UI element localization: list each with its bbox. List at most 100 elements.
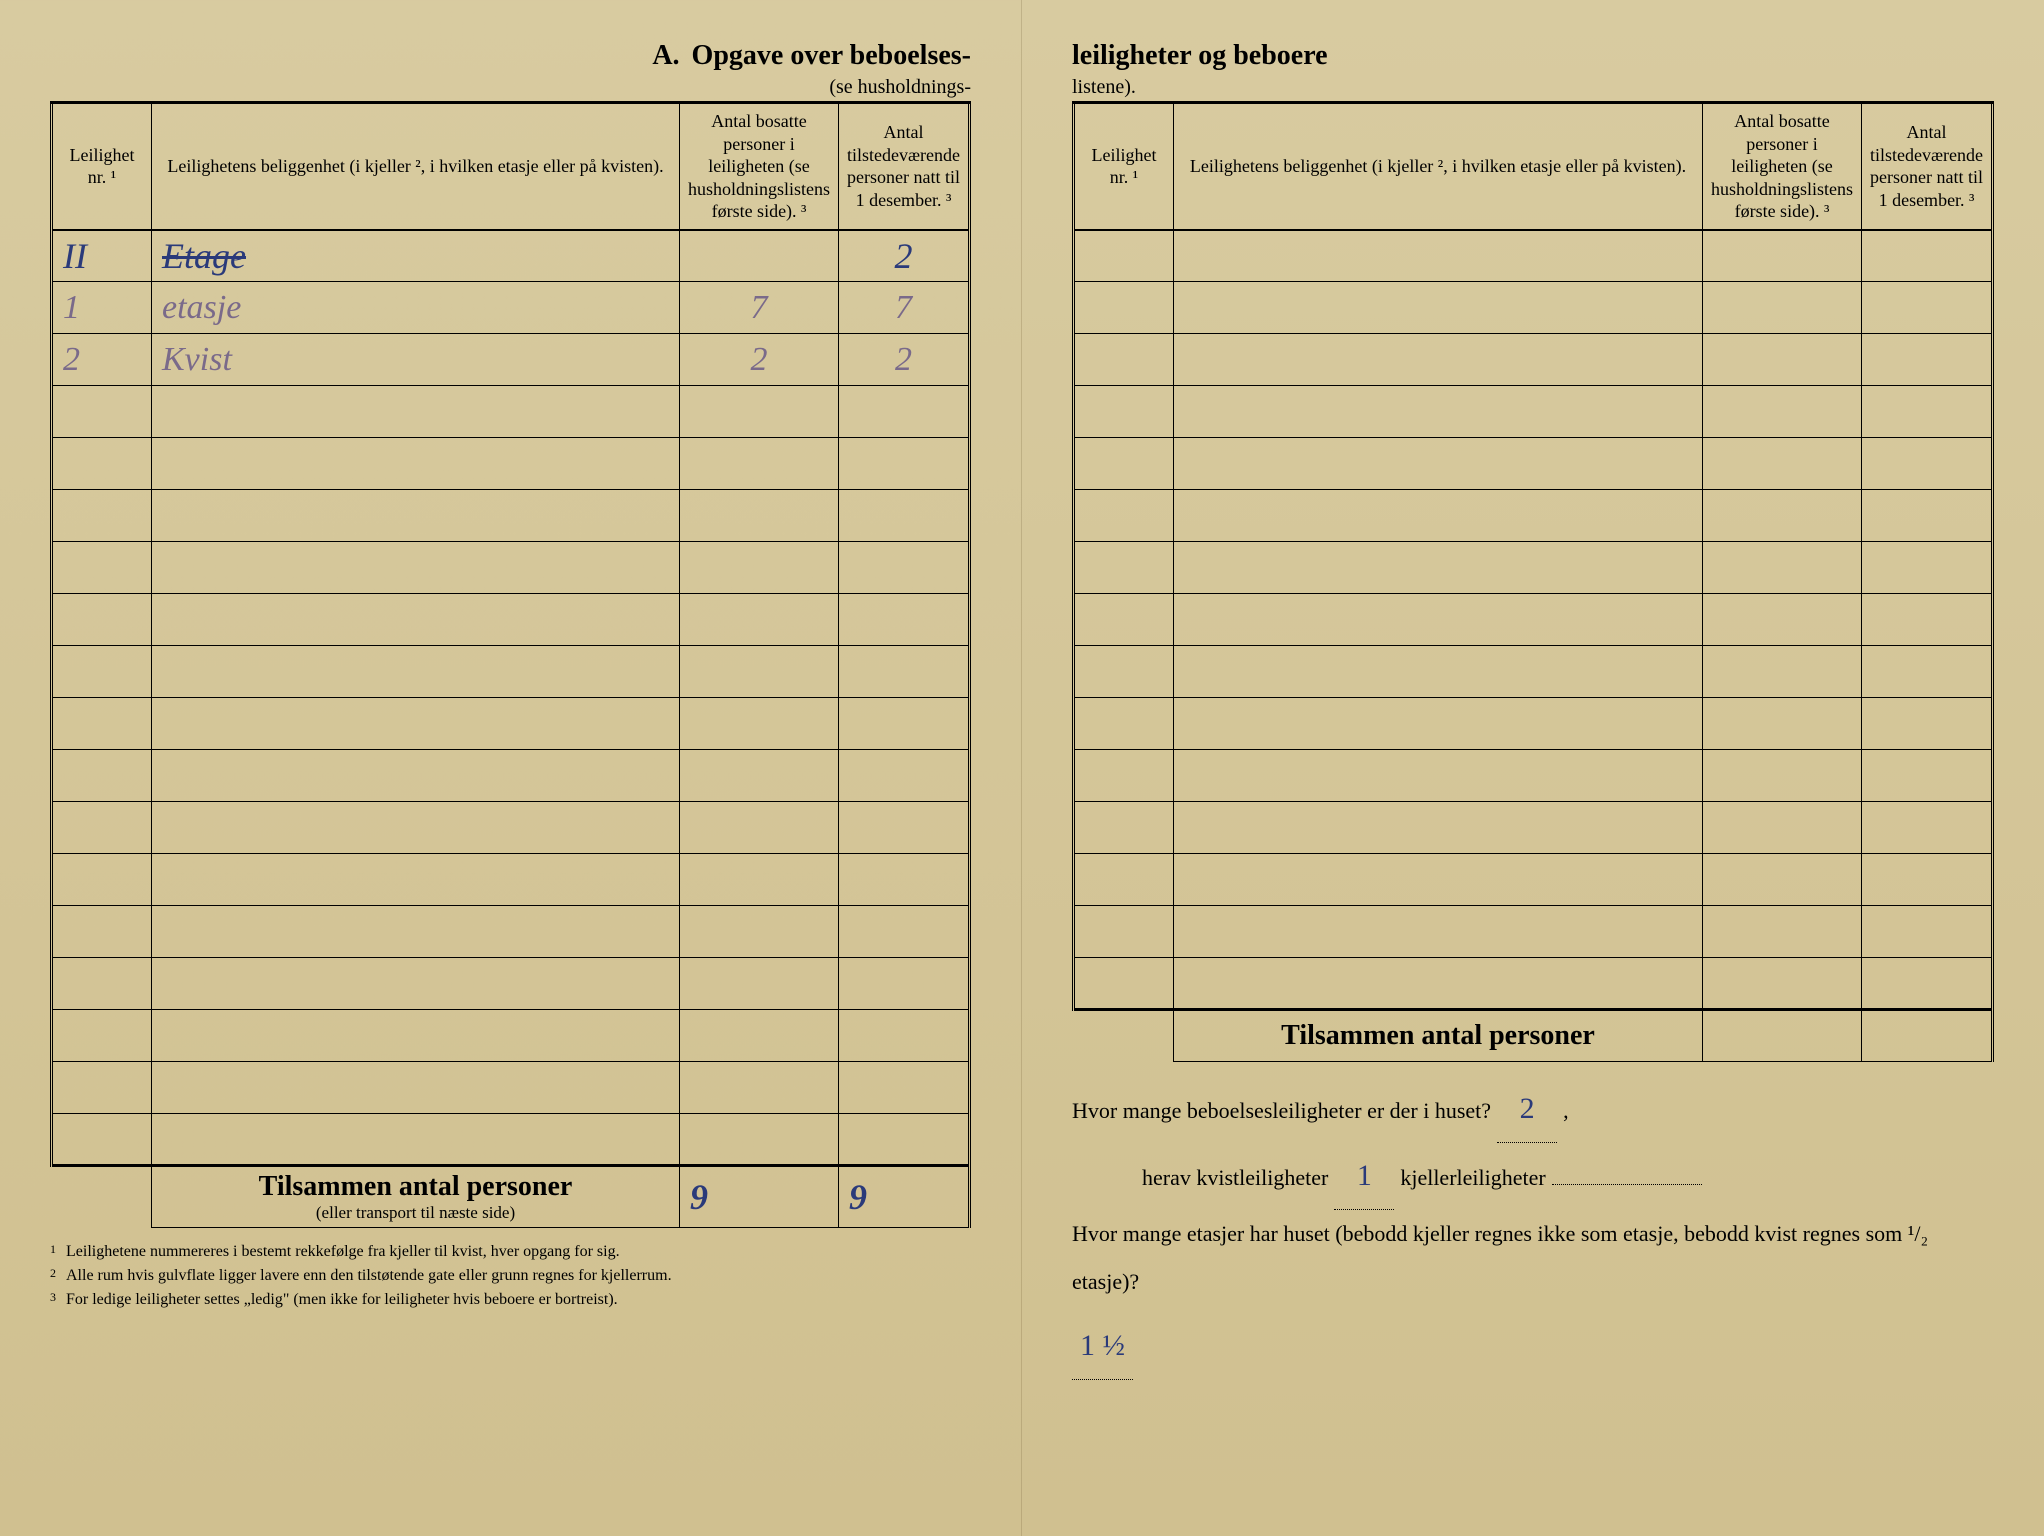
table-row <box>1074 802 1993 854</box>
col-header-tilstede: Antal tilstedeværende personer natt til … <box>1862 104 1993 230</box>
table-row <box>1074 958 1993 1010</box>
cell-tilstede <box>1862 334 1993 386</box>
cell-tilstede <box>1862 282 1993 334</box>
cell-tilstede <box>1862 698 1993 750</box>
cell-nr <box>1074 438 1174 490</box>
cell-nr: 1 <box>52 282 152 334</box>
cell-loc <box>152 958 680 1010</box>
table-row <box>52 646 970 698</box>
cell-loc <box>152 438 680 490</box>
cell-nr <box>52 854 152 906</box>
cell-loc <box>152 490 680 542</box>
cell-loc <box>1174 230 1703 282</box>
cell-tilstede <box>839 1010 970 1062</box>
cell-nr <box>52 802 152 854</box>
table-row <box>52 542 970 594</box>
table-row <box>52 906 970 958</box>
cell-nr: 2 <box>52 334 152 386</box>
right-total-label: Tilsammen antal personer <box>1174 1010 1703 1062</box>
cell-tilstede <box>1862 542 1993 594</box>
cell-loc <box>152 1114 680 1166</box>
cell-bosatte <box>1703 438 1862 490</box>
left-total-row: Tilsammen antal personer (eller transpor… <box>52 1166 970 1228</box>
cell-nr <box>1074 334 1174 386</box>
cell-bosatte <box>680 1062 839 1114</box>
cell-bosatte <box>1703 594 1862 646</box>
cell-loc <box>1174 802 1703 854</box>
table-row <box>1074 438 1993 490</box>
table-row <box>52 698 970 750</box>
cell-tilstede <box>1862 802 1993 854</box>
cell-nr <box>52 750 152 802</box>
cell-tilstede <box>839 542 970 594</box>
cell-loc <box>1174 542 1703 594</box>
cell-tilstede <box>1862 646 1993 698</box>
questions-block: Hvor mange beboelsesleiligheter er der i… <box>1072 1076 1994 1380</box>
cell-bosatte <box>1703 334 1862 386</box>
left-title-row: A. Opgave over beboelses- <box>50 40 971 72</box>
cell-tilstede <box>1862 594 1993 646</box>
cell-tilstede <box>1862 490 1993 542</box>
cell-loc <box>1174 958 1703 1010</box>
left-total-bosatte: 9 <box>680 1166 839 1228</box>
cell-nr <box>52 1114 152 1166</box>
left-subtitle: (se husholdnings- <box>50 76 971 99</box>
table-row <box>1074 646 1993 698</box>
cell-loc <box>1174 854 1703 906</box>
cell-loc <box>1174 282 1703 334</box>
cell-tilstede <box>1862 438 1993 490</box>
table-row <box>1074 334 1993 386</box>
cell-nr <box>52 386 152 438</box>
cell-bosatte <box>1703 958 1862 1010</box>
table-row <box>1074 854 1993 906</box>
cell-loc <box>152 1062 680 1114</box>
table-row <box>1074 906 1993 958</box>
cell-tilstede: 2 <box>839 334 970 386</box>
cell-bosatte <box>680 386 839 438</box>
q3-answer: 1 ½ <box>1072 1313 1133 1380</box>
cell-tilstede: 2 <box>839 230 970 282</box>
cell-tilstede <box>839 854 970 906</box>
cell-nr <box>52 594 152 646</box>
cell-tilstede <box>839 802 970 854</box>
cell-tilstede <box>839 698 970 750</box>
cell-nr <box>1074 386 1174 438</box>
cell-nr <box>52 490 152 542</box>
table-header-row: Leilighet nr. ¹ Leilighetens beliggenhet… <box>52 104 970 230</box>
cell-loc <box>152 802 680 854</box>
right-title: leiligheter og beboere <box>1072 40 1328 72</box>
cell-bosatte <box>680 490 839 542</box>
cell-nr <box>1074 646 1174 698</box>
cell-nr <box>52 438 152 490</box>
cell-nr <box>52 646 152 698</box>
cell-nr <box>1074 282 1174 334</box>
right-total-tilstede <box>1862 1010 1993 1062</box>
cell-loc <box>1174 594 1703 646</box>
cell-nr <box>1074 906 1174 958</box>
left-total-label: Tilsammen antal personer (eller transpor… <box>152 1166 680 1228</box>
cell-nr <box>1074 490 1174 542</box>
cell-tilstede <box>839 438 970 490</box>
cell-bosatte <box>680 646 839 698</box>
cell-tilstede <box>839 386 970 438</box>
cell-tilstede <box>839 646 970 698</box>
cell-loc <box>1174 698 1703 750</box>
cell-tilstede <box>839 1062 970 1114</box>
table-header-row: Leilighet nr. ¹ Leilighetens beliggenhet… <box>1074 104 1993 230</box>
table-row <box>1074 386 1993 438</box>
section-letter: A. <box>652 40 679 72</box>
right-total-row: Tilsammen antal personer <box>1074 1010 1993 1062</box>
cell-nr <box>1074 750 1174 802</box>
cell-bosatte <box>1703 698 1862 750</box>
cell-bosatte <box>680 750 839 802</box>
table-row <box>1074 698 1993 750</box>
cell-bosatte: 7 <box>680 282 839 334</box>
table-row <box>52 958 970 1010</box>
cell-bosatte <box>1703 854 1862 906</box>
cell-bosatte <box>1703 646 1862 698</box>
table-row <box>52 1062 970 1114</box>
right-total-bosatte <box>1703 1010 1862 1062</box>
table-row <box>52 594 970 646</box>
cell-loc <box>152 594 680 646</box>
table-row <box>1074 230 1993 282</box>
